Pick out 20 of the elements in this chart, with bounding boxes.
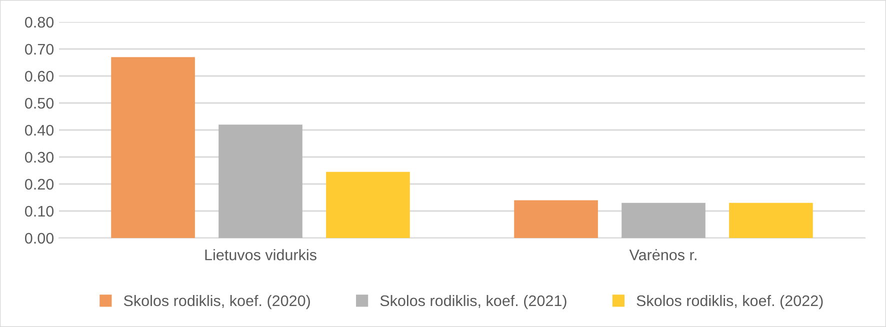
legend-label: Skolos rodiklis, koef. (2021) <box>380 294 566 310</box>
legend-label: Skolos rodiklis, koef. (2020) <box>124 294 310 310</box>
bar <box>622 202 706 238</box>
x-tick-label: Lietuvos vidurkis <box>205 249 316 260</box>
y-tick-label: 0.00 <box>25 232 54 244</box>
bar <box>326 172 410 238</box>
y-tick-label: 0.30 <box>25 152 54 163</box>
bar <box>111 57 195 238</box>
y-tick-label: 0.50 <box>25 98 54 109</box>
bar <box>514 200 598 238</box>
y-tick-label: 0.80 <box>25 16 54 28</box>
y-tick-label: 0.60 <box>25 70 54 82</box>
y-tick-label: 0.70 <box>25 44 54 55</box>
legend-label: Skolos rodiklis, koef. (2022) <box>636 294 823 310</box>
bar <box>729 202 813 238</box>
y-tick-label: 0.20 <box>25 178 54 190</box>
x-tick-label: Varėnos r. <box>629 249 696 260</box>
y-tick-label: 0.10 <box>25 206 54 217</box>
y-tick-label: 0.40 <box>25 124 54 136</box>
bar <box>218 124 302 238</box>
